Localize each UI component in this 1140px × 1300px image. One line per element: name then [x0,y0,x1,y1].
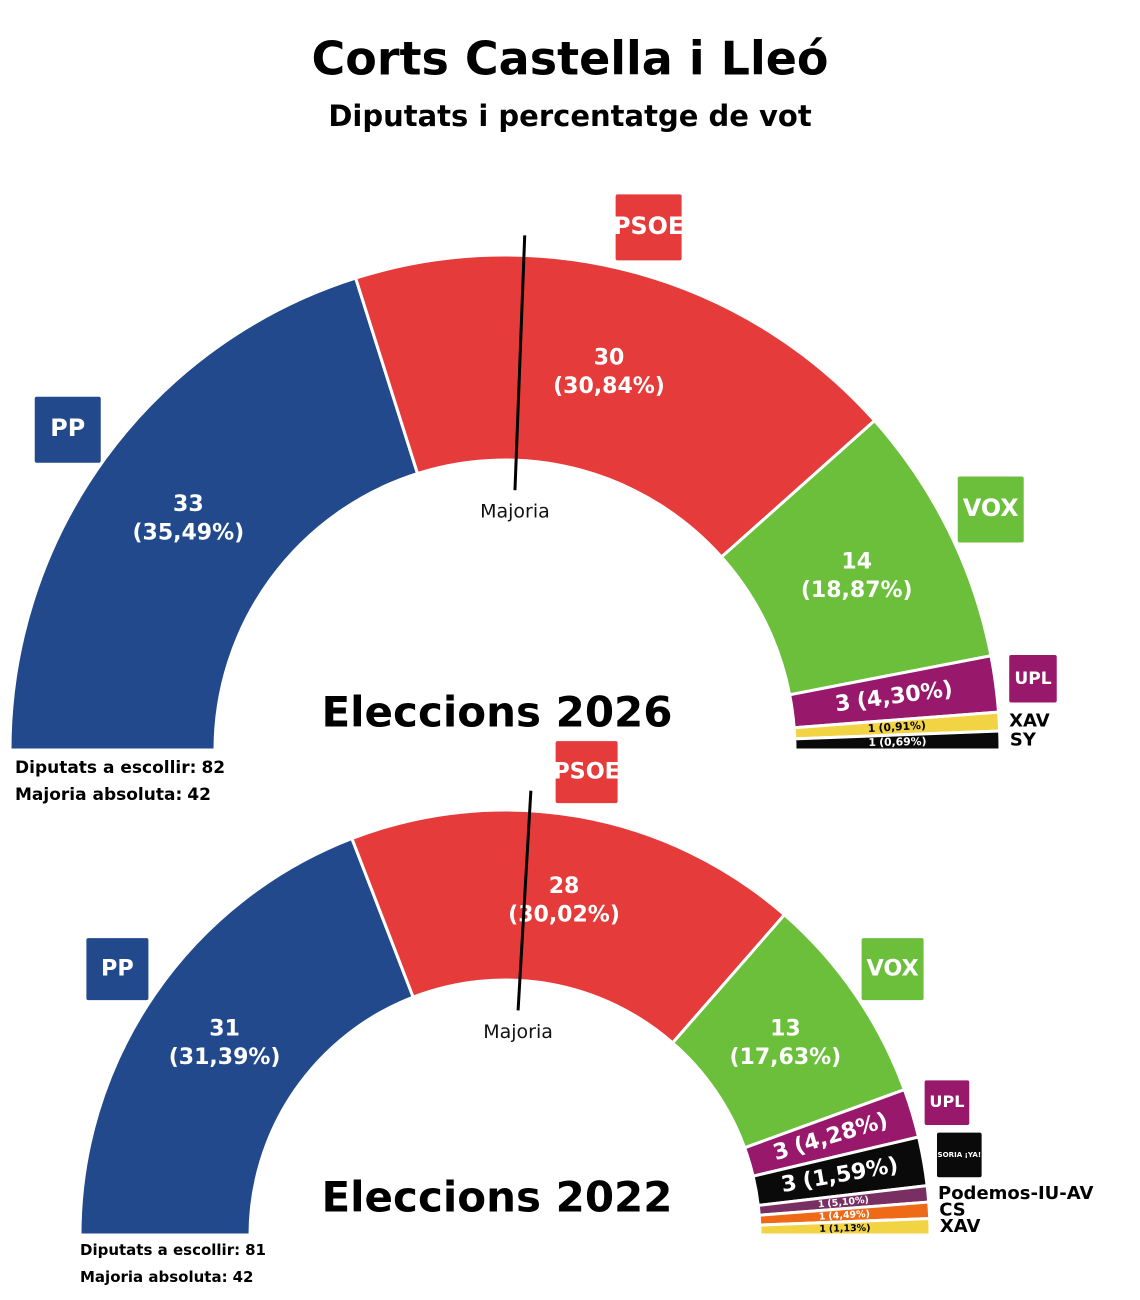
page-subtitle: Diputats i percentatge de vot [328,99,812,133]
vote-share-label: (30,02%) [508,903,620,928]
seat-count: 3 [779,1171,798,1198]
party-logo [86,938,149,1001]
party-logo-name: VOX [963,494,1019,522]
seats-footer: Diputats a escollir: 82 [15,758,225,778]
vote-share-label: (35,49%) [132,520,244,545]
party-logo-name: SORIA ¡YA! [937,1150,981,1159]
party-name: SY [1010,730,1037,751]
vote-share-label: (17,63%) [730,1045,842,1070]
seat-count: 14 [841,550,872,575]
seat-wedge [349,808,787,1045]
wedge-label: 1 (1,13%) [819,1222,870,1234]
majority-seats: 42 [187,785,211,805]
seat-count: 1 [819,1211,826,1222]
vote-share-label: (4,49%) [828,1208,870,1221]
party-name: CS [939,1199,966,1220]
total-seats: 82 [201,758,225,778]
seats-label: Diputats a escollir: [80,1241,240,1259]
party-name: Podemos-IU-AV [938,1183,1093,1204]
seat-count: 1 [817,1198,825,1210]
wedge-label: 1 (0,91%) [867,719,926,735]
party-logo-name: PSOE [613,212,684,240]
wedge-label: 31 (31,39%) [169,1016,281,1070]
vote-share-label: (0,91%) [878,719,926,735]
party-logo [924,1080,970,1126]
seat-count: 30 [594,345,625,370]
majority-text: Majoria absoluta: [80,1268,228,1286]
seat-count: 33 [173,492,204,517]
majority-label: Majoria [480,501,550,523]
vote-share-label: (5,10%) [827,1194,870,1209]
chart-title: Eleccions 2026 [321,688,672,737]
vote-share-label: (18,87%) [801,578,913,603]
vote-share-label: (31,39%) [169,1045,281,1070]
wedge-label: 30 (30,84%) [553,345,665,399]
wedge-label: 1 (0,69%) [868,735,926,749]
wedge-label: 33 (35,49%) [132,492,244,546]
party-name: XAV [1009,711,1050,732]
party-logo-name: UPL [1014,669,1051,689]
party-logo [34,396,101,463]
party-logo-name: PP [50,414,85,442]
page-title: Corts Castella i Lleó [311,32,828,86]
party-logo-name: PSOE [553,759,620,785]
majority-line [513,235,527,491]
seat-count: 1 [819,1223,826,1234]
seats-label: Diputats a escollir: [15,758,196,778]
chart-title: Eleccions 2022 [321,1173,672,1222]
wedge-label: 1 (5,10%) [817,1194,869,1210]
party-logo [555,741,618,804]
party-logo-name: UPL [929,1092,964,1111]
majority-label: Majoria [483,1021,553,1043]
party-logo [861,938,924,1001]
wedge-label: 28 (30,02%) [508,874,620,928]
party-logo [615,194,682,261]
wedge-label: 13 (17,63%) [730,1016,842,1070]
vote-share-label: (1,13%) [829,1222,871,1234]
majority-line [516,790,533,1011]
seat-wedge [78,836,416,1237]
majority-footer: Majoria absoluta: 42 [15,785,211,805]
seat-count: 28 [549,874,580,899]
wedge-label: 14 (18,87%) [801,550,913,604]
party-logo [936,1132,982,1178]
vote-share-label: (0,69%) [879,735,927,749]
seat-count: 1 [867,722,875,735]
majority-seats: 42 [233,1268,254,1286]
seat-wedge [353,253,877,560]
party-name: XAV [940,1216,981,1237]
seat-count: 31 [209,1016,240,1041]
vote-share-label: (30,84%) [553,374,665,399]
seat-wedge [758,1216,932,1237]
majority-text: Majoria absoluta: [15,785,182,805]
seat-count: 13 [770,1016,801,1041]
majority-footer: Majoria absoluta: 42 [80,1268,253,1286]
wedge-label: 1 (4,49%) [819,1208,871,1222]
party-logo [1009,655,1057,703]
seat-count: 1 [868,736,876,749]
seats-footer: Diputats a escollir: 81 [80,1241,266,1259]
party-logo-name: VOX [866,956,918,982]
seat-count: 3 [770,1138,792,1166]
party-logo-name: PP [101,956,134,982]
seat-count: 3 [834,691,853,718]
party-logo [957,476,1024,543]
seat-wedge [8,276,420,752]
total-seats: 81 [245,1241,266,1259]
seat-wedge [793,729,1002,752]
